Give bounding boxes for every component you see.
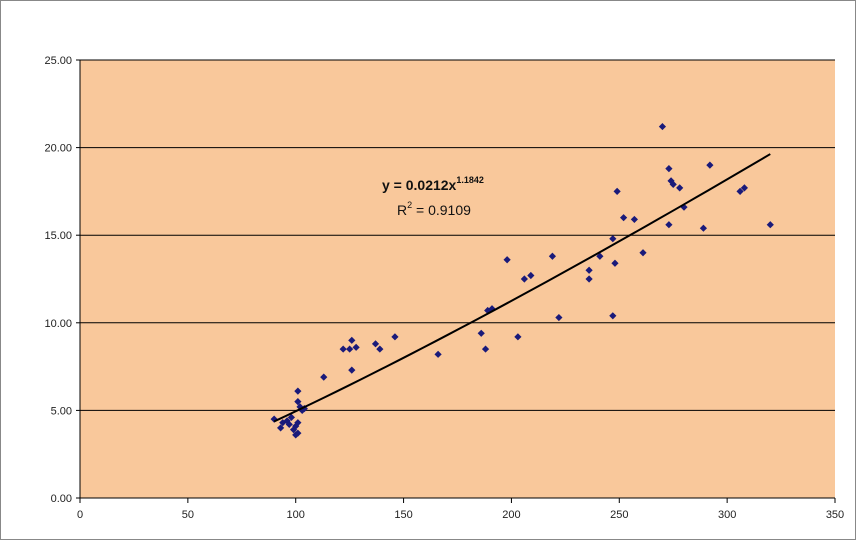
data-point (620, 214, 628, 222)
x-axis-ticks (79, 498, 836, 503)
data-point (371, 340, 380, 348)
trendline-equation: y = 0.0212x1.1842 (382, 175, 484, 193)
data-point (391, 333, 399, 341)
data-point (376, 345, 384, 353)
y-tick-label: 25.00 (44, 55, 72, 67)
plot-area (80, 60, 835, 498)
data-point (665, 221, 673, 229)
data-point (287, 413, 295, 422)
data-point (503, 256, 511, 264)
data-point (270, 415, 278, 423)
data-point (667, 177, 675, 185)
data-point (736, 187, 744, 195)
data-point (294, 398, 302, 406)
data-point (609, 312, 617, 320)
data-point (669, 180, 677, 188)
data-point (527, 271, 535, 280)
r-squared-superscript: 2 (407, 200, 412, 210)
data-point (477, 329, 485, 337)
data-point (740, 184, 748, 192)
data-point (277, 424, 285, 432)
data-point (434, 350, 442, 358)
data-point (352, 343, 360, 351)
data-point (300, 405, 308, 413)
data-point (294, 387, 302, 395)
x-tick-label: 300 (718, 509, 736, 521)
data-point (699, 224, 708, 232)
x-tick-label: 50 (182, 509, 194, 521)
x-tick-label: 150 (394, 509, 412, 521)
data-point (514, 333, 522, 341)
y-tick-label: 0.00 (51, 493, 72, 505)
equation-text: y = 0.0212x (382, 177, 457, 193)
data-point (320, 373, 328, 381)
data-point (596, 252, 604, 260)
data-point (298, 406, 306, 414)
r-squared-symbol: R (397, 202, 407, 218)
data-point (339, 345, 347, 353)
x-tick-label: 200 (502, 509, 520, 521)
data-point (676, 184, 684, 192)
data-point (639, 249, 647, 257)
data-point (346, 345, 354, 353)
data-point (665, 165, 673, 173)
x-tick-label: 0 (77, 509, 83, 521)
x-tick-label: 100 (287, 509, 305, 521)
data-point (585, 266, 593, 274)
data-point (294, 429, 302, 437)
y-tick-label: 10.00 (44, 318, 72, 330)
data-point (555, 313, 563, 322)
y-axis-tick-labels: 0.00 5.00 10.00 15.00 20.00 25.00 (44, 55, 72, 505)
data-point (658, 122, 667, 131)
data-point (630, 215, 638, 224)
equation-exponent: 1.1842 (456, 175, 484, 185)
data-point (613, 187, 621, 195)
x-tick-label: 350 (826, 509, 844, 521)
data-point (285, 420, 293, 429)
data-point (348, 336, 356, 344)
y-tick-label: 20.00 (44, 143, 72, 155)
trendline (273, 153, 771, 423)
data-point (548, 252, 557, 260)
r-squared-label: R2 = 0.9109 (397, 200, 471, 218)
data-point (348, 366, 356, 374)
data-point (283, 417, 291, 425)
y-tick-label: 15.00 (44, 230, 72, 242)
y-tick-label: 5.00 (51, 405, 72, 417)
data-point (585, 275, 593, 283)
gridlines (76, 59, 835, 499)
data-point (766, 221, 774, 229)
data-point (481, 345, 490, 353)
r-squared-value: = 0.9109 (412, 202, 471, 218)
x-axis-tick-labels: 0 50 100 150 200 250 300 350 (77, 509, 844, 521)
x-tick-label: 250 (610, 509, 628, 521)
data-point (706, 161, 714, 169)
data-point (611, 259, 619, 267)
data-points (270, 122, 774, 439)
data-point (294, 419, 302, 427)
data-point (609, 235, 617, 243)
data-point (520, 275, 528, 283)
